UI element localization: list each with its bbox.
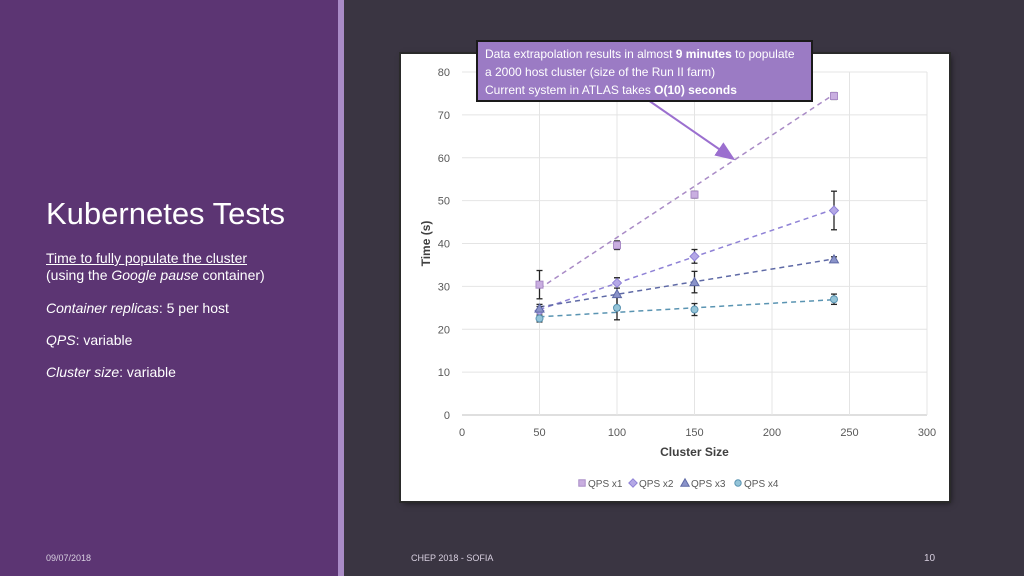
y-tick-label: 80 xyxy=(438,67,450,79)
callout-box: Data extrapolation results in almost 9 m… xyxy=(476,40,813,102)
cluster-size-value: : variable xyxy=(119,364,176,380)
y-axis-title: Time (s) xyxy=(419,221,433,267)
qps-x3-point xyxy=(828,253,840,264)
qps-x3-legend-label: QPS x3 xyxy=(691,479,726,490)
qps-x1-point xyxy=(690,190,699,199)
qps-x4-point xyxy=(613,303,621,312)
marker-layer xyxy=(534,92,840,323)
y-tick-label: 70 xyxy=(438,110,450,122)
y-tick-label: 10 xyxy=(438,367,450,379)
callout-bold-1: 9 minutes xyxy=(675,47,732,61)
qps-value: : variable xyxy=(75,332,133,348)
qps-x4-point xyxy=(535,314,544,323)
qps-x2-point xyxy=(689,251,700,262)
y-tick-label: 40 xyxy=(438,239,450,251)
qps-x1-point xyxy=(830,92,838,101)
x-tick-label: 100 xyxy=(608,427,626,439)
qps-x1-legend-label: QPS x1 xyxy=(588,479,623,490)
callout-bold-2: O(10) seconds xyxy=(654,83,737,97)
qps-x3-legend-marker xyxy=(679,477,691,487)
x-tick-label: 200 xyxy=(763,427,781,439)
description-heading: Time to fully populate the cluster xyxy=(46,250,248,266)
x-tick-label: 0 xyxy=(459,427,465,439)
subline-prefix: (using the xyxy=(46,267,112,283)
trendline-layer xyxy=(539,93,835,318)
footer-page-number: 10 xyxy=(924,553,936,564)
y-tick-label: 0 xyxy=(444,410,450,422)
y-tick-label: 60 xyxy=(438,153,450,165)
qps-x3-point xyxy=(611,288,623,299)
qps-x4-legend-label: QPS x4 xyxy=(744,479,779,490)
callout-text-1: Data extrapolation results in almost xyxy=(485,47,676,61)
subline-italic: Google pause xyxy=(111,267,199,283)
chart-card: 0 10 20 30 40 50 60 70 80 0 50 100 150 200 250 300 Clus… xyxy=(401,54,949,501)
callout-text-2: to populate a 2000 host cluster (size of… xyxy=(485,47,795,79)
y-tick-label: 30 xyxy=(438,281,450,293)
qps-x3-point xyxy=(689,276,700,287)
tick-layer: 0 10 20 30 40 50 60 70 80 0 50 100 150 200 250 300 xyxy=(438,67,936,439)
qps-x3-trendline xyxy=(539,258,835,308)
x-tick-label: 50 xyxy=(533,427,545,439)
replicas-label: Container replicas xyxy=(46,300,159,316)
grid-layer xyxy=(462,71,928,416)
x-tick-label: 150 xyxy=(685,427,703,439)
qps-x2-legend-marker xyxy=(628,478,638,488)
cluster-size-label: Cluster size xyxy=(46,364,120,380)
cluster-size-line: Cluster size: variable xyxy=(46,364,176,380)
qps-x4-point xyxy=(830,295,838,304)
accent-stripe xyxy=(338,0,344,576)
qps-x1-legend-marker xyxy=(578,479,586,487)
x-tick-label: 250 xyxy=(840,427,858,439)
y-tick-label: 20 xyxy=(438,324,450,336)
qps-x3-point xyxy=(534,303,545,313)
error-bar-layer xyxy=(536,91,837,323)
x-axis-title: Cluster Size xyxy=(660,445,729,459)
qps-x4-legend-marker xyxy=(734,479,742,487)
subline-suffix: container) xyxy=(198,267,265,283)
legend: QPS x1 QPS x2 QPS x3 QPS x4 xyxy=(578,477,779,490)
footer-event: CHEP 2018 - SOFIA xyxy=(411,553,494,563)
scatter-chart: 0 10 20 30 40 50 60 70 80 0 50 100 150 200 250 300 Clus… xyxy=(419,67,936,490)
qps-x1-point xyxy=(613,241,621,250)
qps-x2-legend-label: QPS x2 xyxy=(639,479,674,490)
qps-x1-trendline xyxy=(539,93,835,290)
replicas-line: Container replicas: 5 per host xyxy=(46,300,229,316)
qps-x2-trendline xyxy=(539,208,835,311)
qps-line: QPS: variable xyxy=(46,332,132,348)
qps-x4-point xyxy=(690,305,699,314)
title-panel xyxy=(0,0,338,576)
qps-x1-point xyxy=(535,280,544,289)
qps-x4-trendline xyxy=(539,298,835,318)
replicas-value: : 5 per host xyxy=(158,300,229,316)
qps-x2-point xyxy=(611,277,623,289)
footer-date: 09/07/2018 xyxy=(46,553,92,563)
y-tick-label: 50 xyxy=(438,196,450,208)
callout-text-3: Current system in ATLAS takes xyxy=(485,83,655,97)
slide-title: Kubernetes Tests xyxy=(46,196,285,231)
qps-x2-point xyxy=(828,205,840,216)
qps-label: QPS xyxy=(46,332,76,348)
description-subline: (using the Google pause container) xyxy=(46,267,265,283)
x-tick-label: 300 xyxy=(918,427,936,439)
